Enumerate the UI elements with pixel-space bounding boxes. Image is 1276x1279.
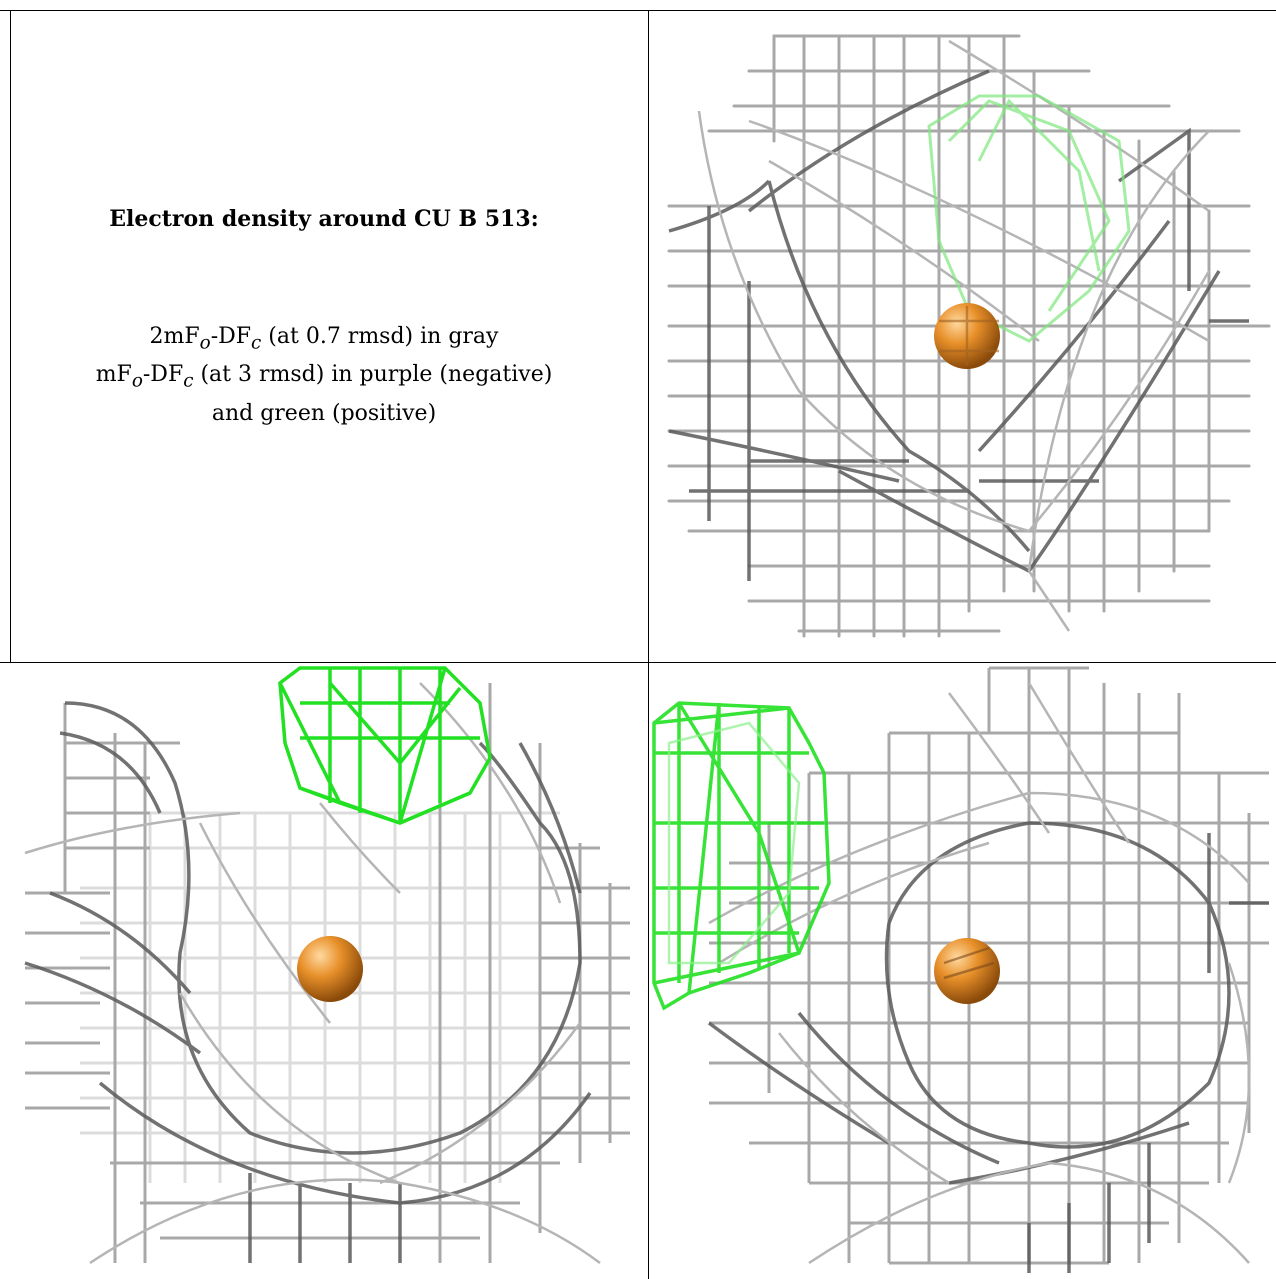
view-bottom-right xyxy=(649,663,1276,1279)
legend-2fo-fc-sub-c: c xyxy=(251,332,262,354)
gray-curves xyxy=(697,39,1211,632)
density-mesh-top-right xyxy=(667,34,1271,638)
gray-mesh xyxy=(709,666,1269,1265)
light-grid xyxy=(80,811,600,1183)
legend-fo-fc-prefix: mF xyxy=(95,362,132,388)
density-mesh-bottom-left xyxy=(24,666,630,1265)
gray-curves xyxy=(24,682,601,1265)
legend-fo-fc: mFo-DFc (at 3 rmsd) in purple (negative) xyxy=(0,359,648,397)
green-mesh-faded xyxy=(667,721,801,965)
copper-atom-mesh-overlay xyxy=(943,946,995,980)
legend-fo-fc-sub-o: o xyxy=(131,370,143,392)
legend-2fo-fc-mid: -DF xyxy=(210,324,252,349)
green-mesh xyxy=(652,701,831,1011)
green-mesh xyxy=(927,94,1131,343)
copper-atom xyxy=(297,936,363,1002)
legend-green-positive: and green (positive) xyxy=(211,400,437,426)
frame-middle-vertical xyxy=(648,10,649,1279)
gray-curves xyxy=(708,682,1251,1265)
legend-2fo-fc-suffix: (at 0.7 rmsd) in gray xyxy=(261,324,499,349)
caption-cell: Electron density around CU B 513: 2mFo-D… xyxy=(0,0,648,662)
frame-left xyxy=(10,10,11,662)
dark-mesh xyxy=(668,69,1249,581)
legend-2fo-fc-prefix: 2mF xyxy=(149,324,200,349)
gray-mesh xyxy=(25,683,630,1263)
legend-fo-fc-sub-c: c xyxy=(183,370,194,392)
dark-mesh xyxy=(24,701,592,1263)
density-mesh-bottom-right xyxy=(652,666,1269,1273)
copper-atom-mesh-overlay xyxy=(939,306,999,366)
dark-mesh xyxy=(707,821,1269,1273)
caption-legend: 2mFo-DFc (at 0.7 rmsd) in gray mFo-DFc (… xyxy=(0,321,648,430)
view-bottom-left xyxy=(0,663,648,1279)
view-top-right xyxy=(649,11,1276,662)
frame-top xyxy=(0,10,1276,11)
frame-middle-horizontal xyxy=(0,662,1276,663)
caption-title: Electron density around CU B 513: xyxy=(109,206,539,232)
legend-2fo-fc-sub-o: o xyxy=(199,332,211,354)
legend-fo-fc-suffix: (at 3 rmsd) in purple (negative) xyxy=(193,362,553,388)
legend-fo-fc-mid: -DF xyxy=(142,362,184,388)
legend-2fo-fc: 2mFo-DFc (at 0.7 rmsd) in gray xyxy=(0,321,648,359)
green-mesh xyxy=(278,666,492,825)
